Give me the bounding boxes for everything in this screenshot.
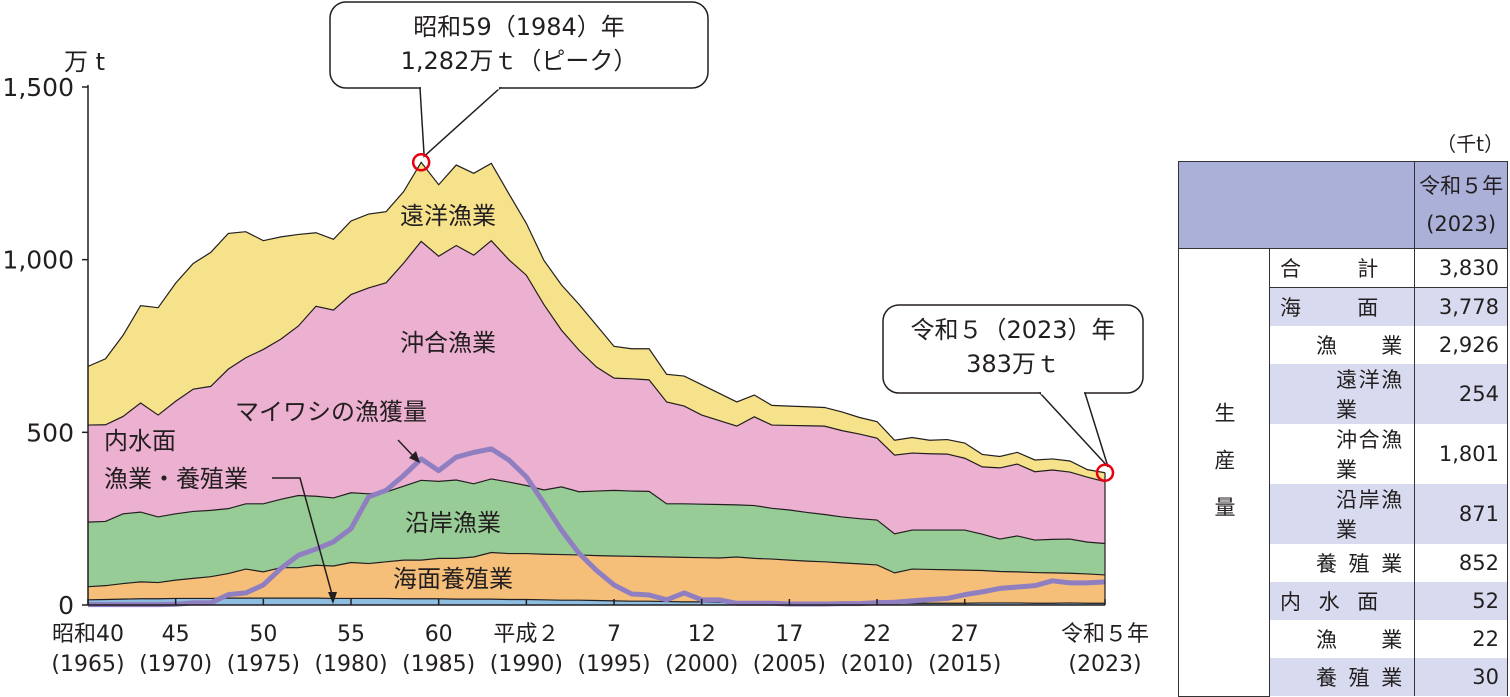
y-tick-label: 0 bbox=[58, 591, 74, 620]
fisheries-production-chart: 0 500 1,000 1,500 昭和40 (1965) 45 (1970) 50 (1975)… bbox=[2, 1, 1149, 677]
row-label: 遠洋漁業 bbox=[1336, 368, 1403, 422]
x-tick-label-year: (1975) bbox=[227, 652, 300, 677]
callout-box bbox=[882, 304, 1144, 394]
inland-label-arrow bbox=[272, 477, 337, 604]
row-value: 2,926 bbox=[1414, 326, 1508, 364]
x-tick-label-year: (1965) bbox=[51, 652, 124, 677]
table-row: 海面 3,778 bbox=[1179, 287, 1508, 326]
row-label: 合計 bbox=[1280, 257, 1379, 281]
x-tick-label-year: (1970) bbox=[139, 652, 212, 677]
callout-text: 383万ｔ bbox=[966, 350, 1060, 378]
callout-text: 昭和59（1984）年 bbox=[413, 13, 625, 41]
row-value: 52 bbox=[1414, 582, 1508, 620]
boundary-inland bbox=[87, 597, 1105, 604]
table-row: 内水面 52 bbox=[1179, 582, 1508, 620]
row-label: 養殖業 bbox=[1316, 666, 1403, 690]
area-label-inland-1: 内水面 bbox=[104, 427, 176, 455]
area-offshore bbox=[88, 240, 1105, 544]
x-tick-label-era: 22 bbox=[863, 622, 891, 647]
x-tick-label-year: (2000) bbox=[665, 652, 738, 677]
area-label-marine-aquaculture: 海面養殖業 bbox=[393, 565, 513, 593]
area-label-offshore: 沖合漁業 bbox=[400, 329, 496, 357]
sardine-label-arrow bbox=[397, 439, 420, 463]
row-label: 養殖業 bbox=[1316, 552, 1403, 576]
y-axis-unit: 万 t bbox=[64, 48, 106, 76]
y-tick-label: 500 bbox=[26, 418, 74, 447]
table-row: 沖合漁業 1,801 bbox=[1179, 424, 1508, 484]
production-table: 令和５年 (2023) 生産量 合計 3,830 海面 3,778 漁業 2,9… bbox=[1177, 161, 1508, 697]
x-tick-label-era: 27 bbox=[951, 622, 979, 647]
table-unit: （千t） bbox=[1436, 132, 1504, 156]
callout-2023: 令和５（2023）年 383万ｔ bbox=[882, 304, 1144, 482]
row-value: 22 bbox=[1414, 620, 1508, 658]
table-row: 養殖業 852 bbox=[1179, 544, 1508, 582]
x-tick-label-year: (2005) bbox=[753, 652, 826, 677]
sardine-catch-line bbox=[88, 446, 1106, 608]
x-tick-label-era: 12 bbox=[688, 622, 716, 647]
x-tick-label-year: (2023) bbox=[1068, 652, 1141, 677]
row-value: 254 bbox=[1414, 364, 1508, 424]
area-label-distant: 遠洋漁業 bbox=[400, 202, 496, 230]
table-header-year: 令和５年 (2023) bbox=[1414, 161, 1508, 249]
line-label-sardine: マイワシの漁獲量 bbox=[235, 398, 427, 426]
table-row: 生産量 合計 3,830 bbox=[1178, 248, 1508, 697]
x-tick-label-year: (2015) bbox=[928, 652, 1001, 677]
area-label-coastal: 沿岸漁業 bbox=[405, 509, 501, 537]
row-value: 30 bbox=[1414, 658, 1508, 696]
area-coastal bbox=[88, 478, 1105, 587]
highlight-circle bbox=[1095, 463, 1115, 482]
callout-box bbox=[329, 1, 709, 89]
callout-text: 令和５（2023）年 bbox=[910, 316, 1115, 344]
area-marine-aquaculture bbox=[88, 552, 1105, 604]
table-row: 漁業 2,926 bbox=[1179, 326, 1508, 364]
x-tick-label-year: (1980) bbox=[314, 652, 387, 677]
table-header-blank bbox=[1177, 161, 1416, 249]
boundary-marine-aquaculture bbox=[87, 551, 1106, 588]
header-ad: (2023) bbox=[1426, 212, 1497, 236]
header-era: 令和５年 bbox=[1419, 174, 1504, 198]
row-label: 沿岸漁業 bbox=[1336, 488, 1403, 542]
row-value: 871 bbox=[1414, 484, 1508, 544]
x-tick-label-year: (2010) bbox=[840, 652, 913, 677]
x-tick-label-era: 令和５年 bbox=[1061, 622, 1149, 647]
x-tick-label-era: 7 bbox=[607, 622, 621, 647]
x-tick-label-era: 45 bbox=[162, 622, 190, 647]
x-tick-label-era: 55 bbox=[337, 622, 365, 647]
x-tick-label-year: (1995) bbox=[577, 652, 650, 677]
row-value: 1,801 bbox=[1414, 424, 1508, 484]
x-tick-label-era: 平成２ bbox=[493, 622, 559, 647]
x-tick-label-era: 17 bbox=[775, 622, 803, 647]
callout-pointer bbox=[419, 87, 502, 158]
row-label: 沖合漁業 bbox=[1336, 428, 1403, 482]
y-tick-label: 1,000 bbox=[2, 246, 74, 275]
highlight-circle bbox=[411, 153, 431, 172]
x-tick-label-year: (1985) bbox=[402, 652, 475, 677]
area-distant bbox=[88, 162, 1105, 482]
row-value: 3,778 bbox=[1414, 287, 1508, 326]
area-label-inland-2: 漁業・養殖業 bbox=[104, 465, 248, 493]
boundary-offshore bbox=[87, 239, 1106, 483]
x-tick-label-year: (1990) bbox=[490, 652, 563, 677]
y-tick-label: 1,500 bbox=[2, 73, 74, 102]
row-label: 内水面 bbox=[1280, 590, 1379, 614]
x-tick-label-era: 昭和40 bbox=[52, 622, 124, 647]
table-row: 遠洋漁業 254 bbox=[1179, 364, 1508, 424]
boundary-coastal bbox=[87, 478, 1106, 545]
table-row: 沿岸漁業 871 bbox=[1179, 484, 1508, 544]
x-tick-label-era: 50 bbox=[249, 622, 277, 647]
row-label: 漁業 bbox=[1316, 334, 1403, 358]
row-value: 852 bbox=[1414, 544, 1508, 582]
callout-text: 1,282万ｔ（ピーク） bbox=[401, 47, 638, 75]
boundary-distant bbox=[87, 161, 1106, 474]
row-label: 漁業 bbox=[1316, 628, 1403, 652]
table-row: 漁業 22 bbox=[1179, 620, 1508, 658]
table-header-row: 令和５年 (2023) bbox=[1177, 161, 1508, 249]
callout-1984: 昭和59（1984）年 1,282万ｔ（ピーク） bbox=[329, 1, 709, 172]
callout-pointer bbox=[1038, 392, 1109, 468]
side-label: 生産量 bbox=[1178, 248, 1270, 697]
x-tick-label-era: 60 bbox=[425, 622, 453, 647]
row-value: 3,830 bbox=[1414, 248, 1508, 288]
row-label: 海面 bbox=[1280, 296, 1379, 320]
